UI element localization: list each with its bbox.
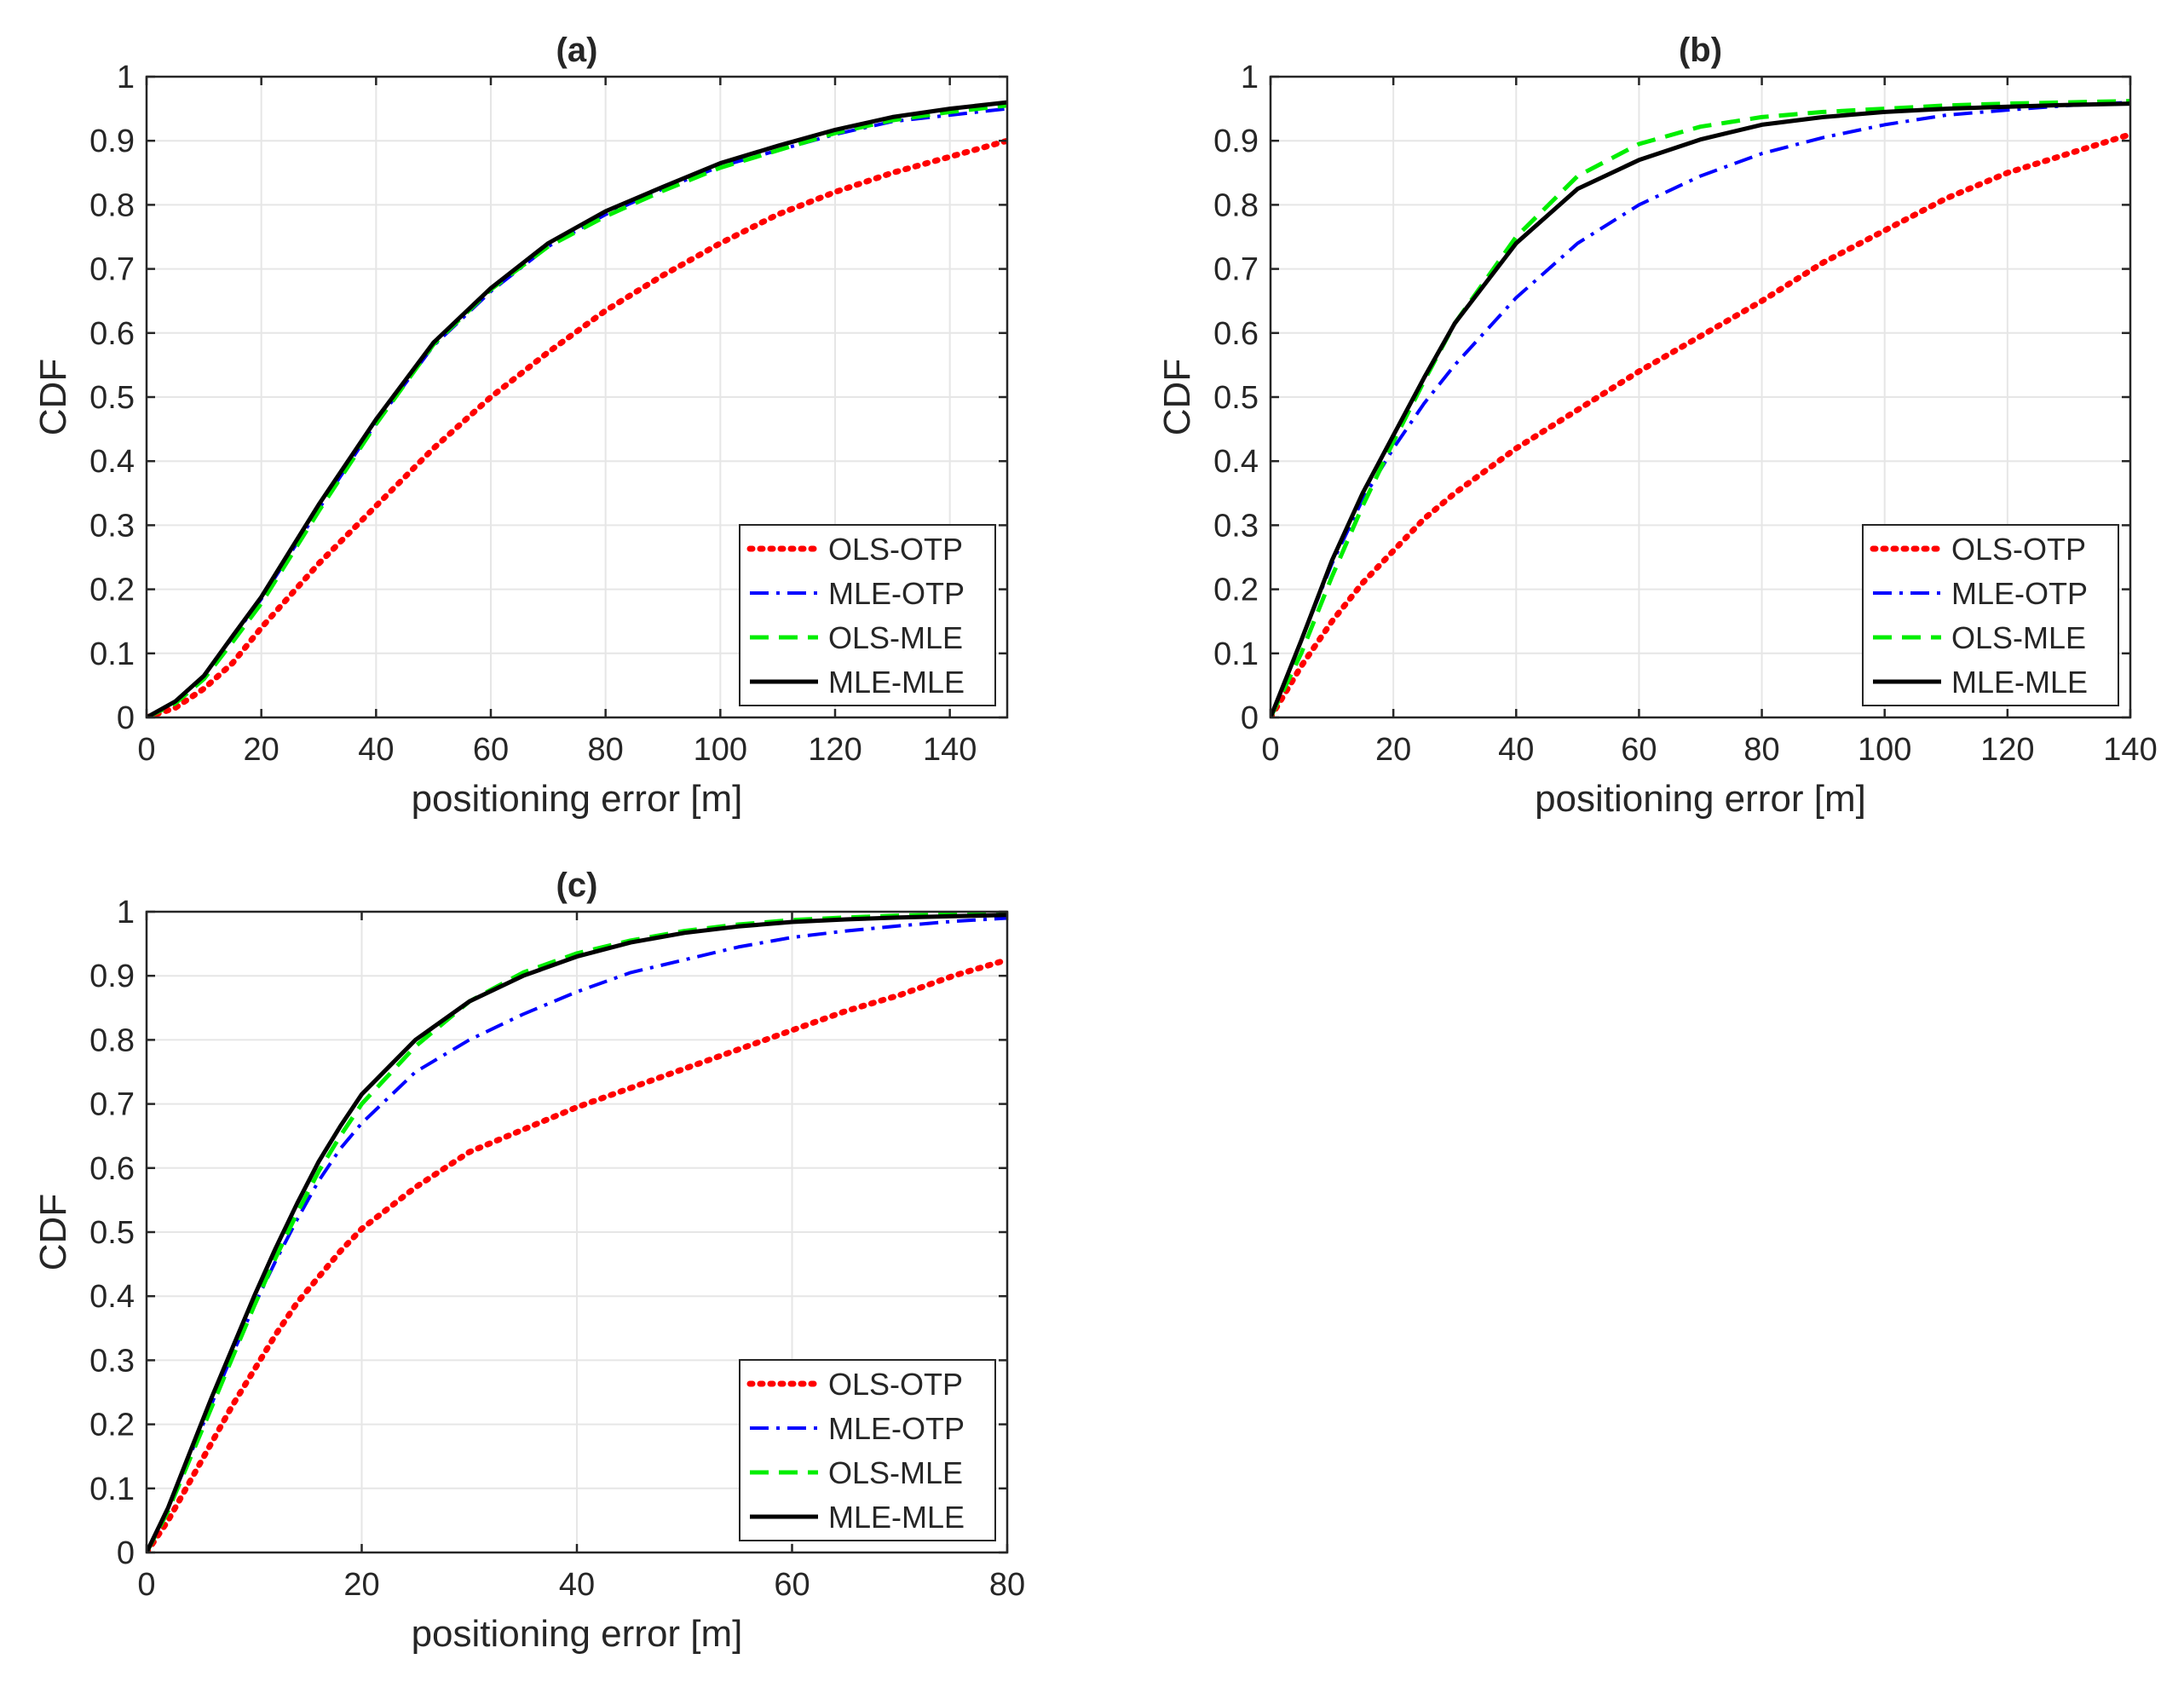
y-tick-label: 0.9 (89, 124, 135, 159)
legend-label: MLE-OTP (828, 576, 965, 611)
legend-label: OLS-OTP (828, 1367, 963, 1402)
chart-title: (c) (556, 867, 598, 904)
chart-title: (a) (556, 32, 598, 69)
series-group (147, 100, 1007, 717)
y-tick-label: 0.4 (89, 444, 135, 480)
chart-panel-1: 0 20 40 60 80 100 120 140 0 0.1 0.2 0.3 0.4 0.5 0.6 0.7… (32, 32, 1009, 820)
series-group (147, 912, 1007, 1552)
x-tick-label: 60 (1621, 732, 1657, 768)
series-line-mle-otp (147, 916, 1007, 1552)
y-tick-label: 0.2 (1213, 573, 1259, 608)
y-tick-label: 1 (117, 60, 135, 95)
legend-box (1862, 524, 2119, 706)
y-tick-label: 0.4 (89, 1279, 135, 1315)
y-tick-label: 0.3 (89, 1343, 135, 1379)
x-tick-label: 0 (137, 732, 155, 768)
y-tick-label: 0.5 (1213, 380, 1259, 416)
x-tick-label: 100 (1858, 732, 1911, 768)
y-axis-label: CDF (32, 1194, 74, 1270)
chart-title: (b) (1679, 32, 1722, 69)
y-tick-label: 0.1 (89, 1472, 135, 1507)
y-tick-label: 0.5 (89, 1215, 135, 1251)
y-tick-label: 0.6 (89, 1151, 135, 1187)
x-tick-label: 80 (588, 732, 624, 768)
legend-label: MLE-MLE (828, 1500, 965, 1535)
y-tick-label: 0.3 (89, 508, 135, 544)
x-axis-label: positioning error [m] (412, 778, 743, 820)
y-tick-label: 0.4 (1213, 444, 1259, 480)
y-tick-label: 0.8 (89, 187, 135, 223)
chart-panel-3: 0 20 40 60 80 0 0.1 0.2 0.3 0.4 0.5 0.6 0.7 0.8 0.9 1 (c… (32, 867, 1025, 1655)
y-tick-label: 1 (117, 895, 135, 930)
x-tick-label: 60 (473, 732, 509, 768)
x-tick-label: 120 (808, 732, 861, 768)
x-tick-label: 120 (1980, 732, 2034, 768)
y-tick-label: 0.3 (1213, 508, 1259, 544)
series-line-ols-mle (1271, 99, 2130, 717)
legend: OLS-OTP MLE-OTP OLS-MLE MLE-MLE (1862, 524, 2119, 706)
y-tick-label: 0.2 (89, 1408, 135, 1443)
y-axis-label: CDF (32, 359, 74, 435)
legend-label: MLE-OTP (828, 1411, 965, 1446)
x-tick-label: 80 (989, 1567, 1025, 1603)
chart-panel-2: 0 20 40 60 80 100 120 140 0 0.1 0.2 0.3 0.4 0.5 0.6 0.7… (1156, 32, 2158, 820)
x-tick-label: 0 (137, 1567, 155, 1603)
legend-box (739, 1359, 996, 1541)
series-group (1271, 99, 2130, 717)
legend: OLS-OTP MLE-OTP OLS-MLE MLE-MLE (739, 524, 996, 706)
y-tick-label: 0.6 (89, 316, 135, 352)
y-tick-label: 0.6 (1213, 316, 1259, 352)
legend-label: OLS-OTP (1951, 532, 2086, 567)
series-line-ols-otp (1271, 131, 2130, 717)
y-tick-label: 0.7 (89, 252, 135, 288)
legend-label: MLE-MLE (828, 665, 965, 700)
x-tick-label: 20 (244, 732, 279, 768)
x-tick-label: 20 (343, 1567, 379, 1603)
x-axis-label: positioning error [m] (412, 1613, 743, 1655)
legend: OLS-OTP MLE-OTP OLS-MLE MLE-MLE (739, 1359, 996, 1541)
y-tick-label: 0.8 (1213, 187, 1259, 223)
y-tick-label: 0.2 (89, 573, 135, 608)
x-axis-label: positioning error [m] (1535, 778, 1866, 820)
y-tick-label: 0.9 (89, 959, 135, 994)
legend-box (739, 524, 996, 706)
y-tick-label: 0 (117, 1535, 135, 1571)
x-tick-label: 20 (1375, 732, 1411, 768)
legend-label: MLE-MLE (1951, 665, 2088, 700)
y-tick-label: 0 (117, 700, 135, 736)
legend-label: OLS-MLE (1951, 620, 2086, 655)
x-tick-label: 80 (1743, 732, 1779, 768)
series-line-mle-otp (1271, 101, 2130, 717)
x-tick-label: 60 (774, 1567, 810, 1603)
y-tick-label: 0.1 (89, 637, 135, 672)
x-tick-label: 0 (1261, 732, 1279, 768)
y-tick-label: 0.1 (1213, 637, 1259, 672)
x-tick-label: 40 (1498, 732, 1534, 768)
series-line-ols-otp (147, 137, 1007, 717)
series-line-ols-otp (147, 956, 1007, 1552)
legend-label: MLE-OTP (1951, 576, 2088, 611)
y-tick-label: 0.9 (1213, 124, 1259, 159)
x-tick-label: 140 (923, 732, 977, 768)
legend-label: OLS-MLE (828, 620, 963, 655)
x-tick-label: 40 (358, 732, 394, 768)
x-tick-label: 100 (694, 732, 747, 768)
y-tick-label: 0 (1241, 700, 1259, 736)
series-line-mle-mle (147, 100, 1007, 717)
y-tick-label: 0.8 (89, 1022, 135, 1058)
legend-label: OLS-MLE (828, 1455, 963, 1490)
series-line-mle-mle (1271, 101, 2130, 717)
y-tick-label: 1 (1241, 60, 1259, 95)
x-tick-label: 40 (559, 1567, 595, 1603)
y-axis-label: CDF (1156, 359, 1198, 435)
series-line-mle-mle (147, 913, 1007, 1552)
y-tick-label: 0.7 (89, 1087, 135, 1123)
x-tick-label: 140 (2103, 732, 2157, 768)
y-tick-label: 0.5 (89, 380, 135, 416)
legend-label: OLS-OTP (828, 532, 963, 567)
y-tick-label: 0.7 (1213, 252, 1259, 288)
